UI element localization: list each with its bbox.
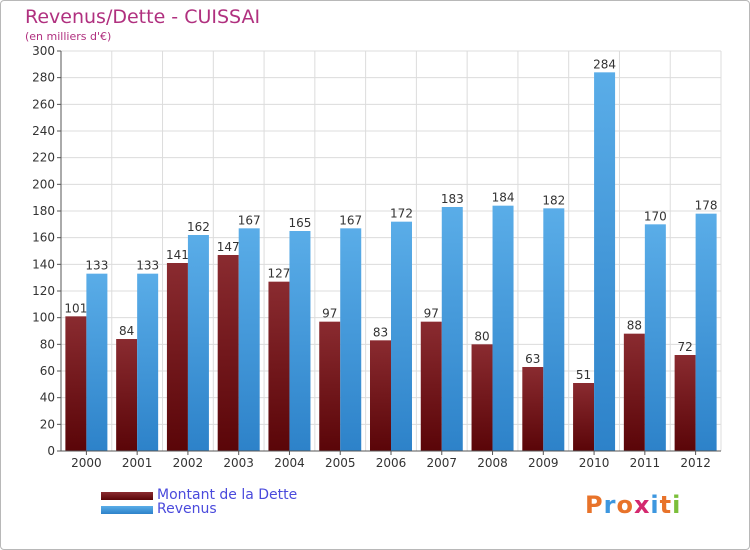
logo-letter: P [585,491,604,519]
data-label: 101 [64,301,87,315]
bar-revenus [340,228,362,451]
y-tick-label: 80 [40,337,55,351]
bar-revenus [289,231,311,451]
data-label: 162 [187,220,210,234]
logo-letter: t [659,491,673,519]
data-label: 182 [542,193,565,207]
data-label: 127 [268,267,291,281]
y-tick-label: 280 [32,71,55,85]
data-label: 184 [492,191,515,205]
bar-dette [522,367,544,451]
y-tick-label: 160 [32,231,55,245]
bar-dette [674,355,696,451]
bar-revenus [644,224,666,451]
y-tick-label: 200 [32,177,55,191]
y-tick-label: 20 [40,417,55,431]
x-tick-label: 2010 [579,456,610,470]
bar-revenus [695,213,717,451]
y-tick-label: 240 [32,124,55,138]
legend-label-dette: Montant de la Dette [157,487,298,503]
data-label: 167 [238,213,261,227]
logo-letter: x [633,491,651,519]
bar-dette [116,339,138,451]
data-label: 141 [166,248,189,262]
x-tick-label: 2000 [71,456,102,470]
bar-revenus [137,273,159,451]
data-label: 147 [217,240,240,254]
data-label: 97 [424,307,439,321]
x-tick-label: 2007 [426,456,457,470]
bars-group: 101 133 84 133 141 162 147 167 127 165 97 167 83 172 9… [64,57,718,451]
proxiti-logo: Proxiti [585,491,681,519]
data-label: 183 [441,192,464,206]
data-label: 88 [627,319,642,333]
x-tick-label: 2009 [528,456,559,470]
y-tick-label: 40 [40,391,55,405]
axes: 0 20 40 60 80 100 120 140 160 180 200 220 240 260 280 3… [32,44,721,470]
data-label: 80 [474,329,489,343]
y-tick-label: 220 [32,151,55,165]
bar-dette [623,333,645,451]
x-tick-label: 2006 [376,456,407,470]
bar-revenus [238,228,260,451]
bar-revenus [86,273,108,451]
data-label: 84 [119,324,134,338]
bar-dette [471,344,493,451]
bar-dette [420,321,442,451]
bar-dette [65,316,87,451]
bar-revenus [441,207,463,451]
x-tick-label: 2002 [173,456,204,470]
legend-label-revenus: Revenus [157,501,217,517]
legend-swatch-dette [101,492,153,500]
bar-dette [166,263,188,451]
data-label: 284 [593,57,616,71]
bar-dette [268,281,290,451]
logo-letter: o [616,491,634,519]
x-tick-label: 2001 [122,456,153,470]
data-label: 172 [390,207,413,221]
bar-revenus [543,208,565,451]
data-label: 72 [677,340,692,354]
bar-dette [370,340,391,451]
x-tick-label: 2012 [680,456,711,470]
bar-dette [573,383,595,451]
bar-dette [319,321,341,451]
data-label: 178 [695,199,718,213]
x-tick-label: 2003 [223,456,254,470]
logo-letter: i [650,491,660,519]
data-label: 97 [322,307,337,321]
bar-revenus [492,205,514,451]
data-label: 170 [644,209,667,223]
y-tick-label: 300 [32,44,55,58]
logo-letter: i [672,491,682,519]
bar-revenus [187,235,209,451]
data-label: 83 [373,325,388,339]
x-tick-label: 2004 [274,456,305,470]
legend-swatch-revenus [101,506,153,514]
chart-subtitle: (en milliers d'€) [25,30,112,43]
bar-dette [217,255,239,451]
x-tick-label: 2005 [325,456,356,470]
bar-revenus [391,221,412,451]
y-tick-label: 120 [32,284,55,298]
logo-letter: r [603,491,617,519]
data-label: 133 [136,259,159,273]
y-tick-label: 140 [32,257,55,271]
data-label: 167 [339,213,362,227]
data-label: 51 [576,368,591,382]
x-tick-label: 2011 [630,456,661,470]
data-label: 165 [289,216,312,230]
y-tick-label: 260 [32,97,55,111]
data-label: 63 [525,352,540,366]
y-tick-label: 60 [40,364,55,378]
bar-revenus [594,72,616,451]
y-tick-label: 0 [47,444,55,458]
chart-title: Revenus/Dette - CUISSAI [25,6,261,28]
y-tick-label: 100 [32,311,55,325]
y-tick-label: 180 [32,204,55,218]
data-label: 133 [85,259,108,273]
x-tick-label: 2008 [477,456,508,470]
